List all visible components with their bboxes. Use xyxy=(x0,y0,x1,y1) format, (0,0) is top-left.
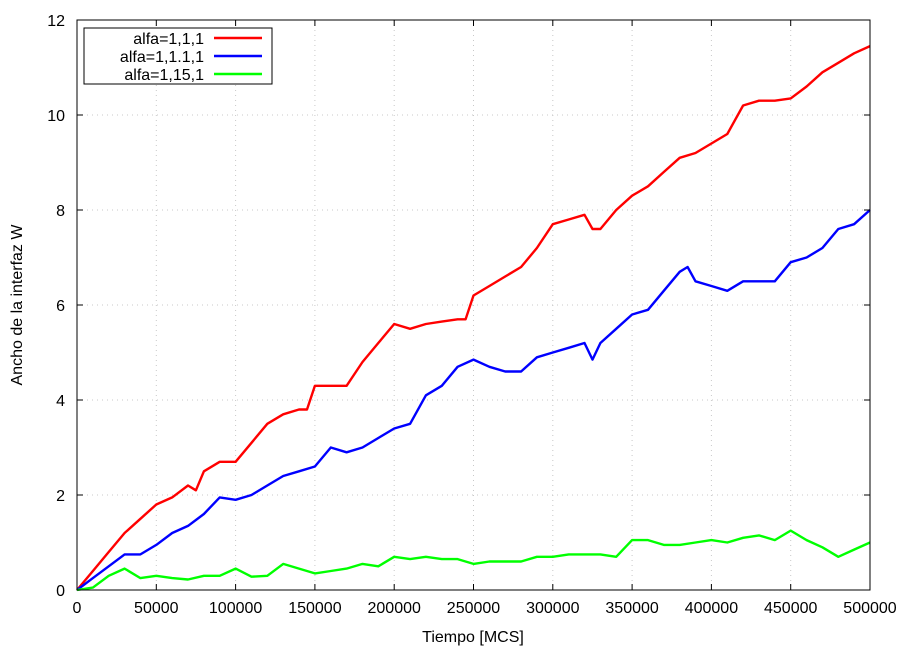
x-tick-label: 400000 xyxy=(685,600,738,617)
x-tick-labels: 0 50000 100000 150000 200000 250000 300000 3500… xyxy=(73,600,897,617)
series-line-3 xyxy=(76,529,871,592)
x-tick-label: 500000 xyxy=(843,600,896,617)
y-tick-label: 4 xyxy=(56,393,65,410)
series-line-1 xyxy=(76,45,871,591)
x-axis-label: Tiempo [MCS] xyxy=(422,629,524,646)
legend: alfa=1,1,1 alfa=1,1.1,1 alfa=1,15,1 xyxy=(83,27,273,85)
x-tick-label: 50000 xyxy=(134,600,179,617)
x-tick-label: 200000 xyxy=(368,600,421,617)
x-tick-label: 300000 xyxy=(526,600,579,617)
y-axis-label: Ancho de la interfaz W xyxy=(9,224,26,386)
x-tick-label: 100000 xyxy=(209,600,262,617)
y-tick-label: 0 xyxy=(56,583,65,600)
y-tick-label: 10 xyxy=(47,108,65,125)
legend-label-series-3: alfa=1,15,1 xyxy=(124,67,204,84)
y-tick-labels: 0 2 4 6 8 10 12 xyxy=(47,13,65,600)
grid xyxy=(77,20,870,590)
x-tick-label: 450000 xyxy=(764,600,817,617)
axis-ticks xyxy=(76,19,871,591)
x-tick-label: 150000 xyxy=(288,600,341,617)
series-lines xyxy=(76,45,871,592)
series-line-2 xyxy=(76,209,871,591)
legend-label-series-1: alfa=1,1,1 xyxy=(133,31,204,48)
y-tick-label: 2 xyxy=(56,488,65,505)
y-tick-label: 8 xyxy=(56,203,65,220)
legend-label-series-2: alfa=1,1.1,1 xyxy=(120,49,204,66)
y-tick-label: 6 xyxy=(56,298,65,315)
x-tick-label: 350000 xyxy=(605,600,658,617)
x-tick-label: 0 xyxy=(73,600,82,617)
x-tick-label: 250000 xyxy=(447,600,500,617)
y-tick-label: 12 xyxy=(47,13,65,30)
